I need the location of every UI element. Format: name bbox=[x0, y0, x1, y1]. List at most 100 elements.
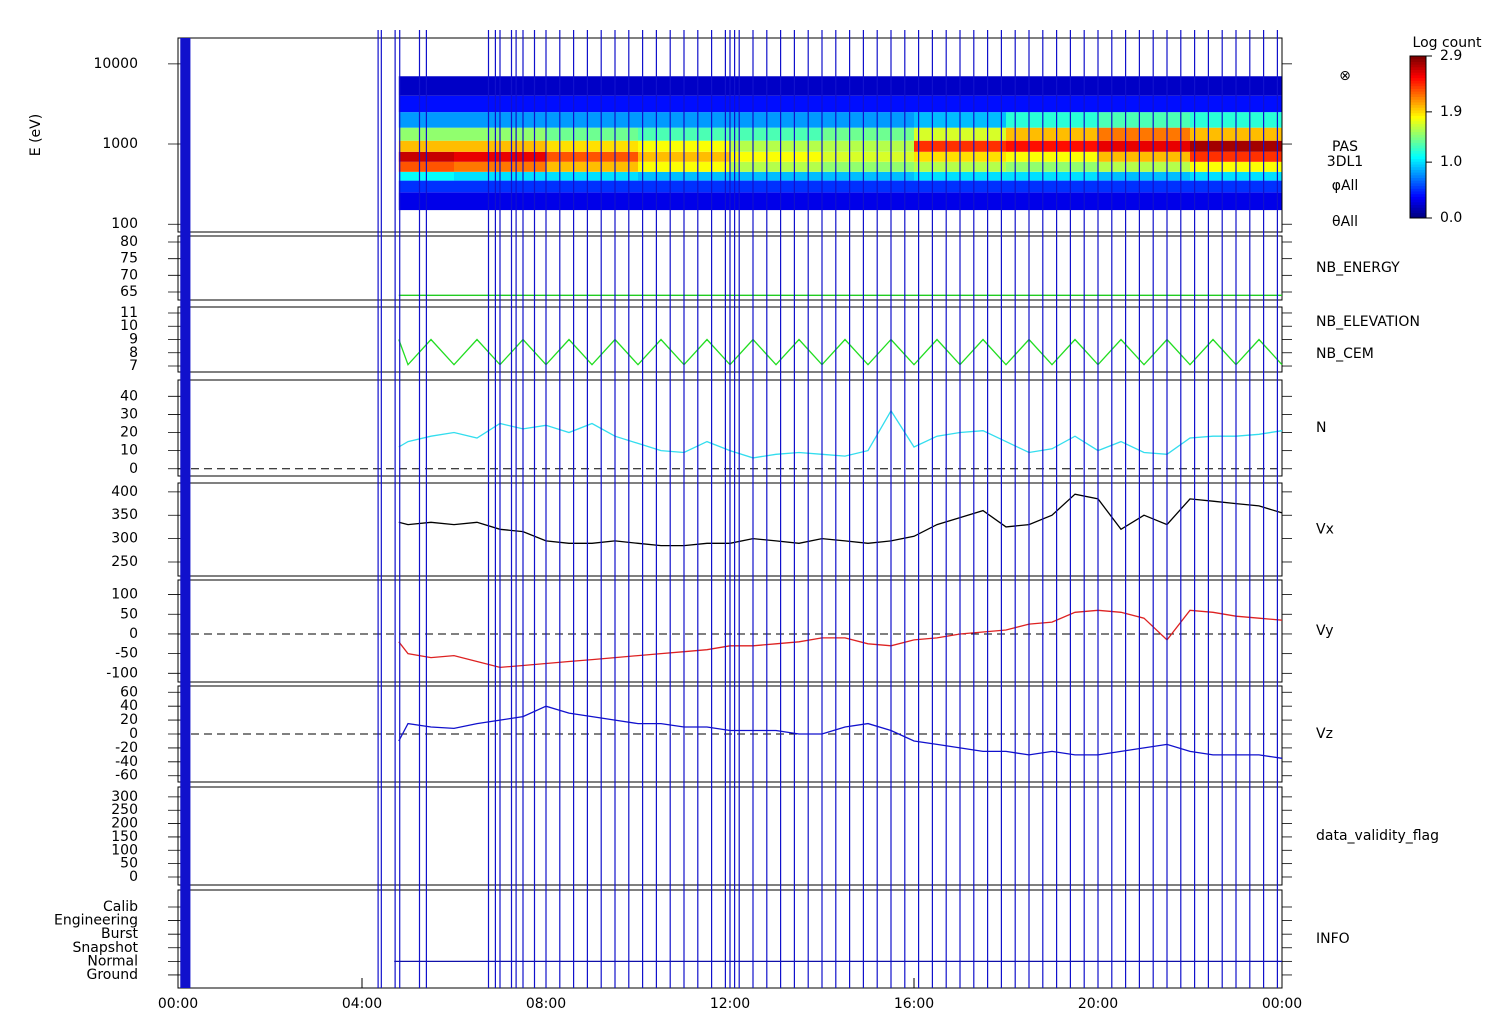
colorbar-step bbox=[1410, 150, 1426, 154]
y-tick-label: 100 bbox=[111, 216, 138, 232]
y-tick-label: -60 bbox=[115, 768, 138, 784]
colorbar-step bbox=[1410, 209, 1426, 214]
series-line bbox=[398, 338, 1283, 366]
y-tick-label: 1000 bbox=[102, 136, 138, 152]
y-tick-label: Normal bbox=[87, 953, 138, 969]
y-tick-label: 40 bbox=[120, 698, 138, 714]
colorbar-step bbox=[1410, 107, 1426, 111]
y-tick-label: 11 bbox=[120, 305, 138, 321]
colorbar-step bbox=[1410, 182, 1426, 187]
y-tick-label: 200 bbox=[111, 816, 138, 832]
spectrogram-cell bbox=[822, 140, 914, 152]
colorbar-step bbox=[1410, 207, 1426, 211]
colorbar-step bbox=[1410, 177, 1426, 181]
colorbar-step bbox=[1410, 66, 1426, 70]
event-band bbox=[180, 38, 191, 988]
colorbar-step bbox=[1410, 161, 1426, 165]
spectrogram-cell bbox=[546, 161, 638, 172]
colorbar-step bbox=[1410, 64, 1426, 68]
series-line bbox=[398, 409, 1283, 459]
colorbar-step bbox=[1410, 101, 1426, 106]
x-tick-label: 00:00 bbox=[1262, 996, 1302, 1012]
spectrogram-cell bbox=[546, 171, 638, 181]
y-tick-label: Ground bbox=[87, 967, 139, 983]
y-tick-label: 70 bbox=[120, 267, 138, 283]
series-label: NB_CEM bbox=[1316, 346, 1374, 362]
annotation: ⊗ bbox=[1339, 68, 1351, 84]
colorbar-step bbox=[1410, 93, 1426, 97]
colorbar-step bbox=[1410, 115, 1426, 119]
colorbar-step bbox=[1410, 191, 1426, 195]
y-tick-label: Engineering bbox=[54, 913, 138, 929]
colorbar-step bbox=[1410, 142, 1426, 146]
series-label: Vz bbox=[1316, 726, 1333, 742]
spectrogram-cell bbox=[1098, 140, 1190, 152]
annotation: PAS bbox=[1332, 139, 1358, 155]
colorbar-step bbox=[1410, 88, 1426, 92]
colorbar-tick-label: 1.0 bbox=[1440, 154, 1462, 170]
x-tick-label: 00:00 bbox=[158, 996, 198, 1012]
spectrogram-cell bbox=[822, 161, 914, 172]
colorbar-step bbox=[1410, 180, 1426, 184]
y-tick-label: 8 bbox=[129, 345, 138, 361]
spectrogram-cell bbox=[1098, 171, 1190, 181]
spectrogram-cell bbox=[1006, 180, 1098, 193]
y-tick-label: Snapshot bbox=[73, 940, 139, 956]
colorbar-step bbox=[1410, 166, 1426, 170]
spectrogram-cell bbox=[1006, 140, 1098, 152]
y-tick-label: 350 bbox=[111, 507, 138, 523]
y-tick-label: 250 bbox=[111, 554, 138, 570]
colorbar-step bbox=[1410, 112, 1426, 116]
colorbar-step bbox=[1410, 196, 1426, 200]
colorbar-step bbox=[1410, 120, 1426, 124]
spectrogram-cell bbox=[546, 151, 638, 162]
x-tick-label: 04:00 bbox=[342, 996, 382, 1012]
y-tick-label: 150 bbox=[111, 829, 138, 845]
colorbar-step bbox=[1410, 104, 1426, 108]
spectrogram-cell bbox=[1098, 151, 1190, 162]
y-tick-label: 100 bbox=[111, 587, 138, 603]
spectrogram-cell bbox=[1006, 151, 1098, 162]
spectrogram-cell bbox=[730, 151, 822, 162]
y-tick-label: 20 bbox=[120, 712, 138, 728]
colorbar-step bbox=[1410, 74, 1426, 79]
y-tick-label: 7 bbox=[129, 358, 138, 374]
series-label: Vy bbox=[1316, 623, 1334, 639]
colorbar-step bbox=[1410, 215, 1426, 219]
colorbar-step bbox=[1410, 172, 1426, 176]
colorbar-step bbox=[1410, 145, 1426, 149]
colorbar-step bbox=[1410, 212, 1426, 216]
series-line bbox=[398, 705, 1283, 759]
colorbar-step bbox=[1410, 80, 1426, 84]
colorbar-step bbox=[1410, 204, 1426, 208]
colorbar-step bbox=[1410, 185, 1426, 189]
spectrogram-cell bbox=[546, 180, 638, 193]
y-tick-label: 0 bbox=[129, 726, 138, 742]
colorbar-step bbox=[1410, 91, 1426, 95]
y-tick-label: -20 bbox=[115, 740, 138, 756]
colorbar-step bbox=[1410, 193, 1426, 197]
colorbar-step bbox=[1410, 77, 1426, 81]
annotation: θAll bbox=[1332, 214, 1358, 230]
y-axis-title: E (eV) bbox=[28, 114, 44, 156]
spectrogram-cell bbox=[730, 140, 822, 152]
colorbar-frame bbox=[1409, 55, 1427, 219]
y-tick-label: 50 bbox=[120, 606, 138, 622]
colorbar-step bbox=[1410, 147, 1426, 151]
y-tick-label: 250 bbox=[111, 802, 138, 818]
colorbar-step bbox=[1410, 158, 1426, 162]
colorbar-step bbox=[1410, 83, 1426, 87]
spectrogram-cell bbox=[730, 171, 822, 181]
colorbar-step bbox=[1410, 123, 1426, 127]
colorbar-tick-label: 1.9 bbox=[1440, 104, 1462, 120]
y-tick-label: 20 bbox=[120, 425, 138, 441]
series-label: INFO bbox=[1316, 931, 1350, 947]
x-tick-label: 08:00 bbox=[526, 996, 566, 1012]
series-line bbox=[398, 609, 1283, 669]
colorbar-step bbox=[1410, 131, 1426, 135]
series-label: N bbox=[1316, 420, 1326, 436]
spectrogram-cell bbox=[730, 161, 822, 172]
spectrogram-cell bbox=[546, 140, 638, 152]
series-line bbox=[398, 493, 1283, 547]
series-label: data_validity_flag bbox=[1316, 828, 1439, 844]
